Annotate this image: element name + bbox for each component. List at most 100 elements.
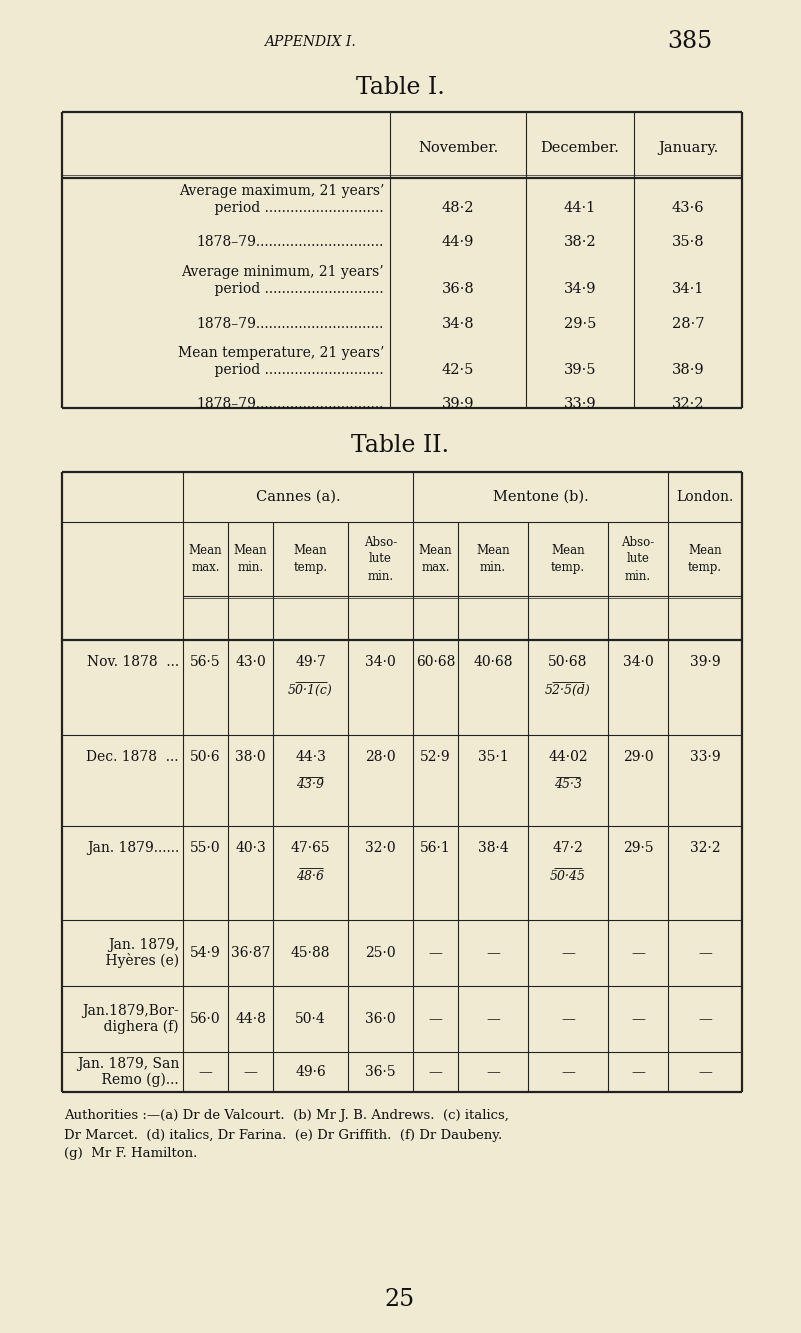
Text: 38·4: 38·4 [477, 841, 509, 854]
Text: 34·0: 34·0 [365, 655, 396, 669]
Text: 40·68: 40·68 [473, 655, 513, 669]
Text: —: — [561, 1065, 575, 1078]
Text: 47·65: 47·65 [291, 841, 330, 854]
Text: 29·5: 29·5 [622, 841, 654, 854]
Text: 40·3: 40·3 [235, 841, 266, 854]
Text: 48·2: 48·2 [441, 201, 474, 215]
Text: 44·1: 44·1 [564, 201, 596, 215]
Text: Mean
min.: Mean min. [234, 544, 268, 575]
Text: Mean
temp.: Mean temp. [688, 544, 722, 575]
Text: 44·02: 44·02 [548, 750, 588, 764]
Text: —: — [486, 1012, 500, 1026]
Text: Abso-
lute
min.: Abso- lute min. [622, 536, 654, 583]
Text: —: — [199, 1065, 212, 1078]
Text: 29·5: 29·5 [564, 316, 596, 331]
Text: 38·0: 38·0 [235, 750, 266, 764]
Text: 36·5: 36·5 [365, 1065, 396, 1078]
Text: —: — [698, 1012, 712, 1026]
Text: Average minimum, 21 years’: Average minimum, 21 years’ [181, 265, 384, 279]
Text: 42·5: 42·5 [442, 363, 474, 377]
Text: Jan. 1879, San: Jan. 1879, San [77, 1057, 179, 1070]
Text: 44·9: 44·9 [442, 236, 474, 249]
Text: Cannes (a).: Cannes (a). [256, 491, 340, 504]
Text: 56·5: 56·5 [190, 655, 221, 669]
Text: 32·2: 32·2 [690, 841, 720, 854]
Text: 52·5(d): 52·5(d) [545, 684, 591, 697]
Text: 28·7: 28·7 [672, 316, 704, 331]
Text: Jan. 1879,: Jan. 1879, [108, 938, 179, 952]
Text: —: — [631, 1012, 645, 1026]
Text: 50·6: 50·6 [190, 750, 221, 764]
Text: dighera (f): dighera (f) [87, 1020, 179, 1034]
Text: —: — [631, 1065, 645, 1078]
Text: Mean
max.: Mean max. [189, 544, 223, 575]
Text: 35·1: 35·1 [477, 750, 509, 764]
Text: 45·3: 45·3 [554, 778, 582, 792]
Text: January.: January. [658, 141, 718, 155]
Text: Average maximum, 21 years’: Average maximum, 21 years’ [179, 184, 384, 199]
Text: 52·9: 52·9 [421, 750, 451, 764]
Text: 32·0: 32·0 [365, 841, 396, 854]
Text: —: — [429, 1065, 442, 1078]
Text: Dec. 1878  ...: Dec. 1878 ... [87, 750, 179, 764]
Text: —: — [631, 946, 645, 960]
Text: 1878–79..............................: 1878–79.............................. [196, 397, 384, 412]
Text: 36·0: 36·0 [365, 1012, 396, 1026]
Text: —: — [486, 1065, 500, 1078]
Text: Mean
min.: Mean min. [476, 544, 509, 575]
Text: London.: London. [676, 491, 734, 504]
Text: APPENDIX I.: APPENDIX I. [264, 35, 356, 49]
Text: 33·9: 33·9 [690, 750, 720, 764]
Text: Jan.1879,Bor-: Jan.1879,Bor- [83, 1004, 179, 1018]
Text: Table I.: Table I. [356, 76, 445, 100]
Text: —: — [698, 946, 712, 960]
Text: Hyères (e): Hyères (e) [88, 953, 179, 969]
Text: Table II.: Table II. [351, 433, 449, 456]
Text: 50·4: 50·4 [295, 1012, 326, 1026]
Text: —: — [561, 946, 575, 960]
Text: period ............................: period ............................ [197, 363, 384, 377]
Text: 34·0: 34·0 [622, 655, 654, 669]
Text: —: — [429, 1012, 442, 1026]
Text: 33·9: 33·9 [564, 397, 596, 412]
Text: —: — [429, 946, 442, 960]
Text: 39·9: 39·9 [690, 655, 720, 669]
Text: Remo (g)...: Remo (g)... [84, 1073, 179, 1088]
Text: 47·2: 47·2 [553, 841, 583, 854]
Text: Dr Marcet.  (d) italics, Dr Farina.  (e) Dr Griffith.  (f) Dr Daubeny.: Dr Marcet. (d) italics, Dr Farina. (e) D… [64, 1129, 502, 1141]
Text: Mentone (b).: Mentone (b). [493, 491, 589, 504]
Text: 34·8: 34·8 [441, 316, 474, 331]
Text: 49·6: 49·6 [295, 1065, 326, 1078]
Text: Mean
temp.: Mean temp. [551, 544, 585, 575]
Text: 34·9: 34·9 [564, 283, 596, 296]
Text: 43·6: 43·6 [672, 201, 704, 215]
Text: 32·2: 32·2 [672, 397, 704, 412]
Text: 45·88: 45·88 [291, 946, 330, 960]
Text: 28·0: 28·0 [365, 750, 396, 764]
Text: (g)  Mr F. Hamilton.: (g) Mr F. Hamilton. [64, 1148, 197, 1161]
Text: Authorities :—(a) Dr de Valcourt.  (b) Mr J. B. Andrews.  (c) italics,: Authorities :—(a) Dr de Valcourt. (b) Mr… [64, 1109, 509, 1122]
Text: 35·8: 35·8 [672, 236, 704, 249]
Text: 1878–79..............................: 1878–79.............................. [196, 236, 384, 249]
Text: Mean
max.: Mean max. [419, 544, 453, 575]
Text: 34·1: 34·1 [672, 283, 704, 296]
Text: 50·45: 50·45 [550, 869, 586, 882]
Text: 55·0: 55·0 [190, 841, 221, 854]
Text: 25·0: 25·0 [365, 946, 396, 960]
Text: 56·1: 56·1 [421, 841, 451, 854]
Text: 385: 385 [667, 31, 713, 53]
Text: 38·2: 38·2 [564, 236, 596, 249]
Text: 39·9: 39·9 [441, 397, 474, 412]
Text: 38·9: 38·9 [672, 363, 704, 377]
Text: 36·8: 36·8 [441, 283, 474, 296]
Text: 36·87: 36·87 [231, 946, 270, 960]
Text: December.: December. [541, 141, 619, 155]
Text: 44·3: 44·3 [295, 750, 326, 764]
Text: 1878–79..............................: 1878–79.............................. [196, 316, 384, 331]
Text: Jan. 1879......: Jan. 1879...... [87, 841, 179, 854]
Text: 25: 25 [385, 1289, 415, 1312]
Text: 49·7: 49·7 [295, 655, 326, 669]
Text: —: — [698, 1065, 712, 1078]
Text: Nov. 1878  ...: Nov. 1878 ... [87, 655, 179, 669]
Text: 50·1(c): 50·1(c) [288, 684, 333, 697]
